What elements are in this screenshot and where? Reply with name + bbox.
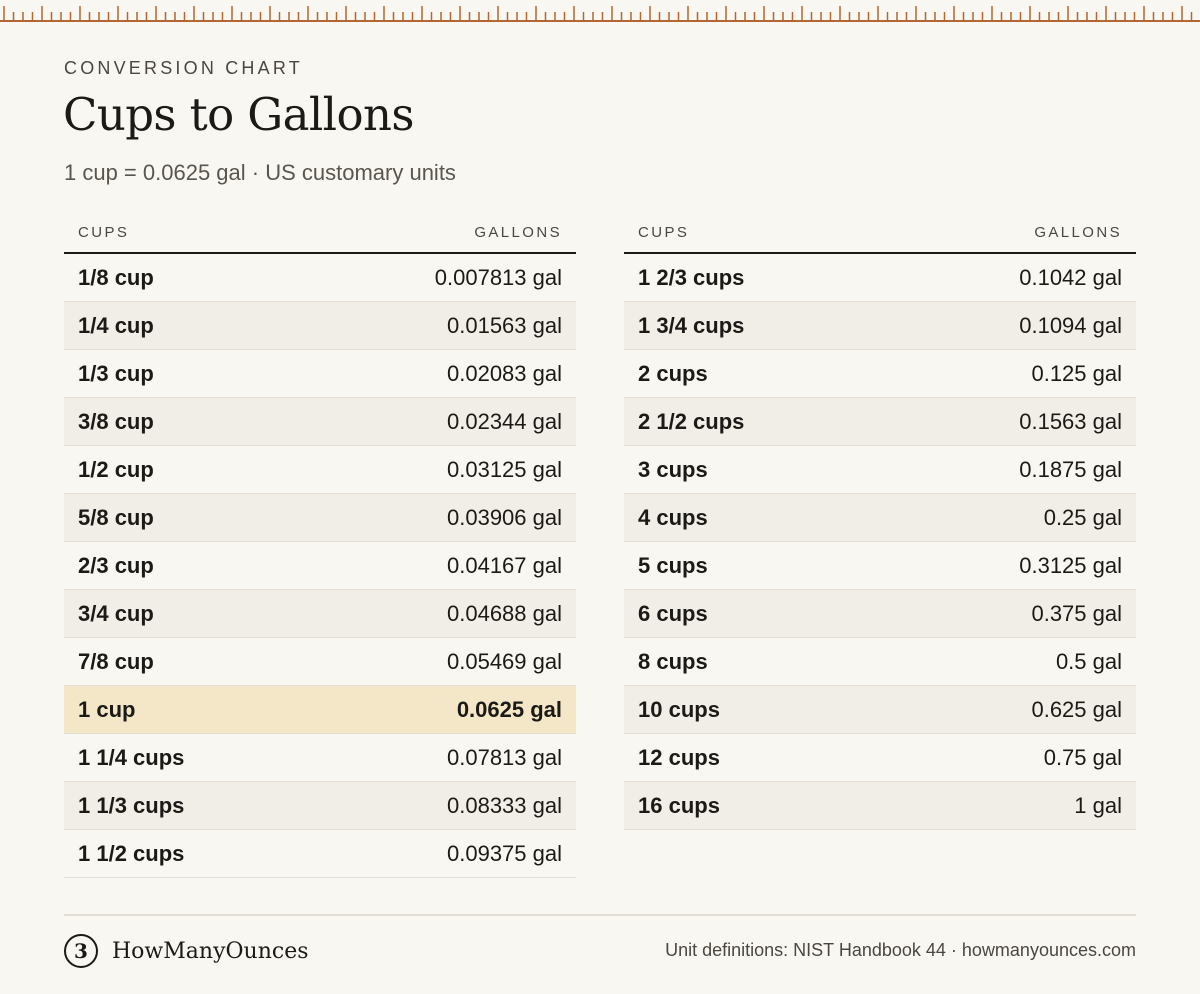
cups-cell: 3/8 cup (78, 408, 154, 434)
conversion-table-left: CUPS GALLONS 1/8 cup 0.007813 gal 1/4 cup 0… (64, 212, 576, 878)
gallons-cell: 0.08333 gal (447, 792, 562, 818)
gallons-cell: 0.75 gal (1043, 744, 1122, 770)
column-header-cups: CUPS (638, 223, 690, 241)
column-header-cups: CUPS (78, 223, 130, 241)
gallons-cell: 0.1875 gal (1019, 456, 1122, 482)
table-row: 2 cups 0.125 gal (624, 350, 1136, 398)
cups-cell: 1 2/3 cups (638, 264, 745, 290)
gallons-cell: 0.1563 gal (1019, 408, 1122, 434)
cups-cell: 1 1/3 cups (78, 792, 185, 818)
gallons-cell: 0.625 gal (1031, 696, 1122, 722)
page-subtitle: 1 cup = 0.0625 gal · US customary units (64, 160, 456, 185)
table-row: 7/8 cup 0.05469 gal (64, 638, 576, 686)
table-row: 1 1/2 cups 0.09375 gal (64, 830, 576, 878)
cups-cell: 1 1/4 cups (78, 744, 185, 770)
table-row: 16 cups 1 gal (624, 782, 1136, 830)
table-row: 1/4 cup 0.01563 gal (64, 302, 576, 350)
table-row: 4 cups 0.25 gal (624, 494, 1136, 542)
conversion-table-right: CUPS GALLONS 1 2/3 cups 0.1042 gal 1 3/4 c… (624, 212, 1136, 830)
gallons-cell: 0.1042 gal (1019, 264, 1122, 290)
cups-cell: 1 3/4 cups (638, 312, 745, 338)
table-row: 1/3 cup 0.02083 gal (64, 350, 576, 398)
table-row: 1 1/4 cups 0.07813 gal (64, 734, 576, 782)
ruler-ticks (3, 6, 1193, 22)
gallons-cell: 0.09375 gal (447, 840, 562, 866)
gallons-cell: 0.125 gal (1031, 360, 1122, 386)
table-row: 1 3/4 cups 0.1094 gal (624, 302, 1136, 350)
cups-cell: 1/3 cup (78, 360, 154, 386)
cups-cell: 5 cups (638, 552, 708, 578)
gallons-cell: 0.25 gal (1043, 504, 1122, 530)
gallons-cell: 0.03906 gal (447, 504, 562, 530)
cups-cell: 1 cup (78, 696, 136, 722)
table-row: 1 2/3 cups 0.1042 gal (624, 254, 1136, 302)
cups-cell: 16 cups (638, 792, 720, 818)
cups-cell: 1/2 cup (78, 456, 154, 482)
gallons-cell: 0.01563 gal (447, 312, 562, 338)
table-row-highlighted: 1 cup 0.0625 gal (64, 686, 576, 734)
page-title: Cups to Gallons (63, 88, 414, 141)
cups-cell: 12 cups (638, 744, 720, 770)
cups-cell: 1/4 cup (78, 312, 154, 338)
gallons-cell: 0.07813 gal (447, 744, 562, 770)
table-row: 3/4 cup 0.04688 gal (64, 590, 576, 638)
cups-cell: 2/3 cup (78, 552, 154, 578)
cups-cell: 8 cups (638, 648, 708, 674)
measuring-cup-logo-icon: 3 (64, 934, 98, 968)
cups-cell: 7/8 cup (78, 648, 154, 674)
gallons-cell: 0.3125 gal (1019, 552, 1122, 578)
table-row: 3 cups 0.1875 gal (624, 446, 1136, 494)
table-row: 1/8 cup 0.007813 gal (64, 254, 576, 302)
gallons-cell: 0.04688 gal (447, 600, 562, 626)
cups-cell: 1/8 cup (78, 264, 154, 290)
gallons-cell: 0.02344 gal (447, 408, 562, 434)
gallons-cell: 0.05469 gal (447, 648, 562, 674)
cups-cell: 3 cups (638, 456, 708, 482)
table-row: 5/8 cup 0.03906 gal (64, 494, 576, 542)
table-row: 2 1/2 cups 0.1563 gal (624, 398, 1136, 446)
cups-cell: 4 cups (638, 504, 708, 530)
table-row: 12 cups 0.75 gal (624, 734, 1136, 782)
table-row: 6 cups 0.375 gal (624, 590, 1136, 638)
column-header-gallons: GALLONS (1034, 223, 1122, 241)
gallons-cell: 0.1094 gal (1019, 312, 1122, 338)
table-header: CUPS GALLONS (624, 212, 1136, 254)
cups-cell: 1 1/2 cups (78, 840, 185, 866)
gallons-cell: 0.03125 gal (447, 456, 562, 482)
gallons-cell: 0.0625 gal (456, 696, 562, 722)
cups-cell: 6 cups (638, 600, 708, 626)
gallons-cell: 0.375 gal (1031, 600, 1122, 626)
cups-cell: 2 cups (638, 360, 708, 386)
gallons-cell: 0.04167 gal (447, 552, 562, 578)
table-body: 1 2/3 cups 0.1042 gal 1 3/4 cups 0.1094 gal… (624, 254, 1136, 830)
gallons-cell: 0.007813 gal (434, 264, 562, 290)
ruler-decoration (0, 0, 1200, 22)
table-row: 1 1/3 cups 0.08333 gal (64, 782, 576, 830)
table-header: CUPS GALLONS (64, 212, 576, 254)
table-row: 2/3 cup 0.04167 gal (64, 542, 576, 590)
cups-cell: 5/8 cup (78, 504, 154, 530)
eyebrow-label: CONVERSION CHART (64, 58, 303, 78)
table-row: 8 cups 0.5 gal (624, 638, 1136, 686)
brand[interactable]: 3 HowManyOunces (64, 934, 309, 968)
table-row: 1/2 cup 0.03125 gal (64, 446, 576, 494)
table-row: 3/8 cup 0.02344 gal (64, 398, 576, 446)
table-row: 5 cups 0.3125 gal (624, 542, 1136, 590)
brand-name: HowManyOunces (112, 938, 309, 964)
gallons-cell: 1 gal (1074, 792, 1122, 818)
cups-cell: 3/4 cup (78, 600, 154, 626)
column-header-gallons: GALLONS (474, 223, 562, 241)
cups-cell: 10 cups (638, 696, 720, 722)
gallons-cell: 0.02083 gal (447, 360, 562, 386)
table-body: 1/8 cup 0.007813 gal 1/4 cup 0.01563 gal 1/3… (64, 254, 576, 878)
source-attribution: Unit definitions: NIST Handbook 44 · how… (665, 940, 1136, 960)
gallons-cell: 0.5 gal (1055, 648, 1122, 674)
table-row: 10 cups 0.625 gal (624, 686, 1136, 734)
cups-cell: 2 1/2 cups (638, 408, 745, 434)
footer-divider (64, 914, 1136, 916)
